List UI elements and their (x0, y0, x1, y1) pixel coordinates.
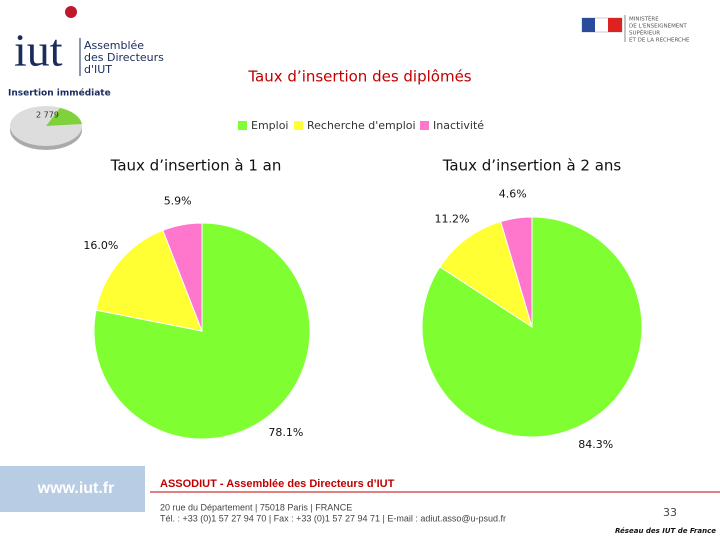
logo-text: des Directeurs (84, 51, 164, 64)
footer-contact: Tél. : +33 (0)1 57 27 94 70 | Fax : +33 … (160, 513, 506, 523)
footer-address: 20 rue du Département | 75018 Paris | FR… (160, 502, 352, 512)
footer-network: Réseau des IUT de France (615, 527, 716, 535)
legend-label: Emploi (251, 119, 289, 132)
legend-swatch (238, 121, 247, 130)
pie-slice (439, 220, 533, 329)
chart-title: Taux d’insertion des diplômés (247, 68, 471, 86)
legend-swatch (294, 121, 303, 130)
data-label: 78.1% (268, 426, 303, 439)
badge-value: 2 779 (36, 111, 59, 120)
pie-slice (500, 216, 533, 328)
pies: Taux d’insertion à 1 an 78.1% 16.0% 5.9% Tau… (83, 157, 643, 451)
logo-dot (65, 6, 77, 18)
ministry-text: ET DE LA RECHERCHE (629, 38, 690, 44)
ministry-text: SUPÉRIEUR (629, 29, 660, 37)
pie-title: Taux d’insertion à 1 an (110, 157, 282, 175)
logo-text: Assemblée (84, 39, 144, 52)
page-number: 33 (663, 506, 677, 519)
ministry-text: DE L'ENSEIGNEMENT (629, 24, 687, 30)
data-label: 84.3% (578, 438, 613, 451)
logo: iut (14, 25, 63, 76)
legend: Emploi Recherche d'emploi Inactivité (238, 119, 484, 132)
data-label: 16.0% (83, 239, 118, 252)
logo-text: d'IUT (84, 63, 112, 76)
footer-site: www.iut.fr (37, 480, 115, 497)
ministry-logo (581, 15, 626, 42)
data-label: 11.2% (434, 213, 469, 226)
data-label: 5.9% (164, 194, 192, 207)
ministry-text: MINISTÈRE (629, 15, 659, 23)
legend-swatch (420, 121, 429, 130)
footer-site-bg (0, 466, 145, 512)
legend-label: Recherche d'emploi (307, 119, 416, 132)
pie-slice (95, 229, 203, 332)
pie-title: Taux d’insertion à 2 ans (442, 157, 622, 175)
footer-org: ASSODIUT - Assemblée des Directeurs d’IU… (160, 478, 395, 490)
data-label: 4.6% (499, 187, 527, 200)
legend-label: Inactivité (433, 119, 484, 132)
badge-pie (10, 106, 82, 150)
badge-title: Insertion immédiate (8, 88, 111, 99)
pie-slice (162, 222, 203, 332)
